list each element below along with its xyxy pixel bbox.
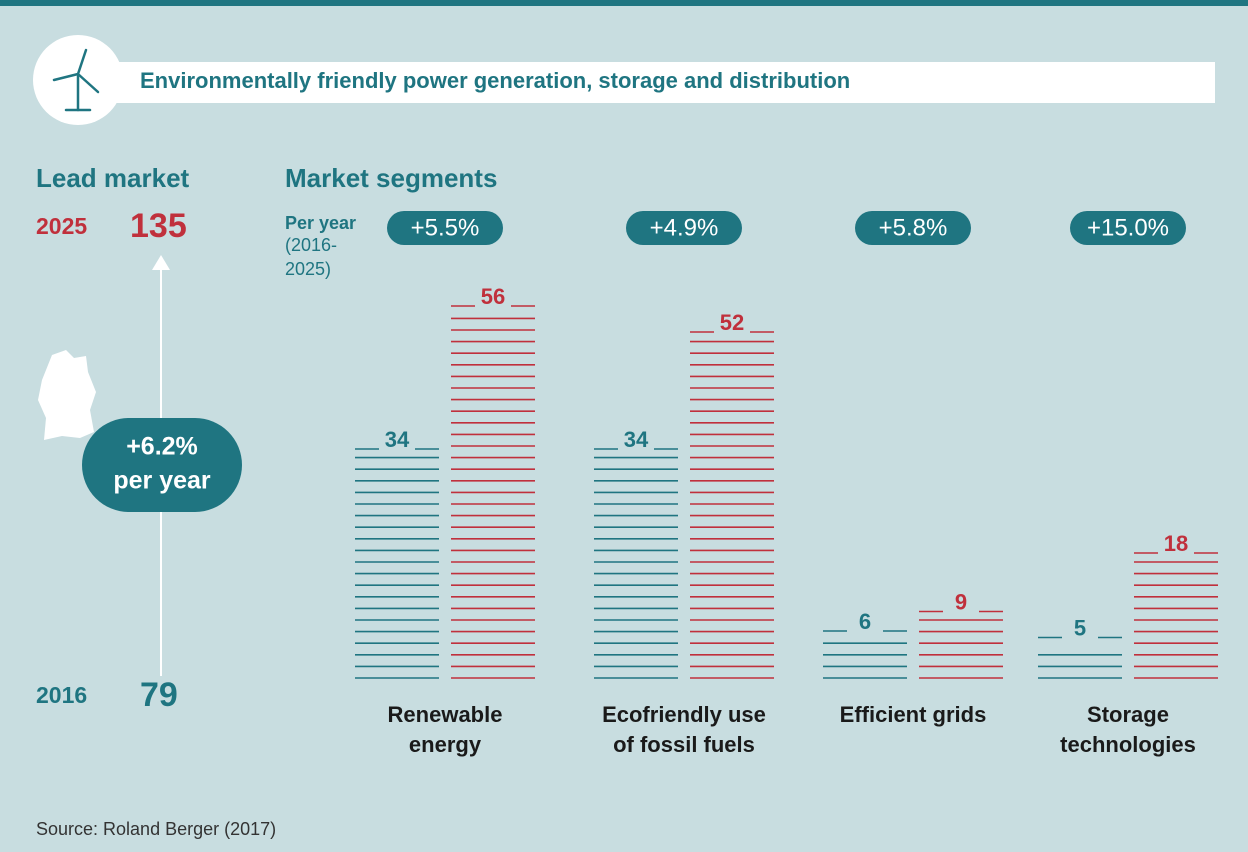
value-label: 6 <box>859 609 871 634</box>
source: Source: Roland Berger (2017) <box>36 819 276 839</box>
growth-value: +6.2% <box>126 433 198 461</box>
value-label: 5 <box>1074 615 1086 640</box>
bar <box>690 340 774 679</box>
segments-title: Market segments <box>285 163 497 193</box>
start-value: 79 <box>140 676 178 714</box>
growth-pill <box>855 211 971 245</box>
wind-turbine-icon <box>52 48 100 112</box>
value-label: 52 <box>720 310 744 335</box>
value-label: 18 <box>1164 531 1188 556</box>
top-bar <box>0 0 1248 6</box>
value-label: 9 <box>955 589 967 614</box>
growth-unit: per year <box>113 467 211 495</box>
start-year: 2016 <box>36 682 87 708</box>
value-label: 56 <box>481 284 505 309</box>
growth-pill <box>82 418 242 512</box>
bar <box>1038 653 1122 679</box>
germany-map <box>38 350 96 440</box>
segment-growth: +5.5% <box>411 214 480 241</box>
segment-growth: +5.8% <box>879 214 948 241</box>
end-year: 2025 <box>36 213 87 239</box>
arrow-head <box>152 255 170 270</box>
title: Environmentally friendly power generatio… <box>140 68 850 93</box>
bar <box>919 619 1003 679</box>
segment-growth: +4.9% <box>650 214 719 241</box>
period-label: (2016-2025) <box>285 235 338 279</box>
per-year-label: Per year <box>285 213 356 233</box>
category-label: Storage technologies <box>1060 702 1196 757</box>
segment-growth: +15.0% <box>1087 214 1169 241</box>
bar <box>451 317 535 679</box>
bar <box>1134 561 1218 679</box>
lead-market-title: Lead market <box>36 163 190 193</box>
title-banner <box>115 62 1215 103</box>
value-label: 34 <box>624 427 649 452</box>
category-label: Renewable energy <box>387 702 503 757</box>
category-label: Ecofriendly use of fossil fuels <box>602 702 766 757</box>
value-label: 34 <box>385 427 410 452</box>
bar <box>823 642 907 679</box>
bar <box>594 456 678 679</box>
bar <box>355 456 439 679</box>
growth-pill <box>626 211 742 245</box>
end-value: 135 <box>130 207 187 245</box>
category-label: Efficient grids <box>839 702 987 727</box>
growth-pill <box>1070 211 1186 245</box>
growth-pill <box>387 211 503 245</box>
